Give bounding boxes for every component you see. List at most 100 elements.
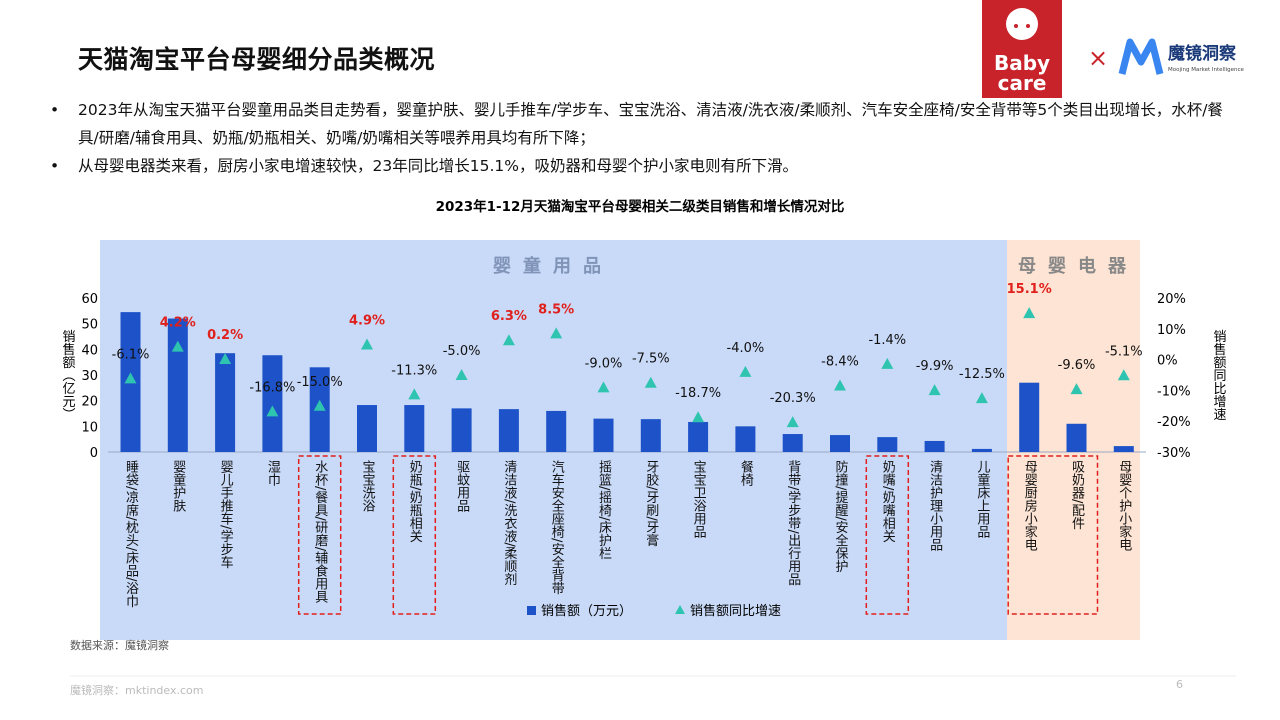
slide-title: 天猫淘宝平台母婴细分品类概况 bbox=[78, 45, 436, 74]
growth-marker bbox=[550, 327, 563, 339]
x-tick-label: 牙胶/牙刷/牙膏 bbox=[643, 460, 659, 547]
x-tick-label: 水杯/餐具/研磨/辅食用具 bbox=[312, 460, 328, 604]
data-label: 0.2% bbox=[207, 328, 243, 343]
x-tick-label: 宝宝卫浴用品 bbox=[690, 460, 706, 538]
x-tick-label: 汽车安全座椅/安全背带 bbox=[548, 460, 564, 595]
bar bbox=[830, 435, 850, 452]
bar bbox=[404, 405, 425, 452]
bar bbox=[167, 318, 188, 452]
growth-marker bbox=[1023, 307, 1036, 319]
separator: × bbox=[1088, 44, 1108, 72]
x-tick-label: 清洁护理小用品 bbox=[927, 460, 943, 551]
growth-marker bbox=[124, 372, 137, 384]
y-tick-label: 20 bbox=[81, 395, 98, 410]
data-label: -11.3% bbox=[391, 363, 437, 378]
growth-marker bbox=[644, 376, 657, 388]
y2-axis-title: 销售额同比增速 bbox=[1211, 330, 1227, 421]
x-tick-label: 婴儿手推车/学步车 bbox=[217, 460, 233, 569]
x-tick-label: 宝宝洗浴 bbox=[359, 460, 375, 512]
source: 数据来源：魔镜洞察 bbox=[70, 639, 169, 652]
bar bbox=[357, 405, 377, 452]
y-tick-label: 60 bbox=[81, 292, 98, 307]
bar bbox=[782, 434, 803, 452]
growth-marker bbox=[313, 399, 326, 411]
bar bbox=[971, 448, 992, 452]
growth-marker bbox=[1117, 369, 1130, 381]
x-tick-label: 防撞/提醒/安全保护 bbox=[832, 460, 848, 573]
y-axis-title: 销售额（亿元） bbox=[60, 330, 76, 421]
x-tick-label: 婴童护肤 bbox=[170, 460, 186, 512]
footer-site: 魔镜洞察：mktindex.com bbox=[70, 684, 204, 697]
x-tick-label: 驱蚊用品 bbox=[454, 460, 470, 512]
y2-tick-label: -10% bbox=[1157, 384, 1191, 399]
data-label: -4.0% bbox=[727, 341, 765, 356]
x-tick-label: 母婴个护小家电 bbox=[1116, 460, 1132, 551]
data-label: -16.8% bbox=[249, 380, 295, 395]
bar bbox=[546, 410, 567, 452]
x-tick-label: 奶嘴/奶嘴相关 bbox=[879, 460, 895, 543]
x-tick-label: 奶瓶/奶瓶相关 bbox=[406, 460, 422, 543]
x-tick-label: 儿童床上用品 bbox=[974, 460, 990, 538]
data-label: -15.0% bbox=[297, 375, 343, 390]
growth-marker bbox=[881, 357, 894, 369]
data-label: -9.0% bbox=[585, 356, 623, 371]
x-tick-label: 清洁液/洗衣液/柔顺剂 bbox=[501, 460, 517, 586]
bar bbox=[498, 409, 519, 452]
data-label: -6.1% bbox=[112, 347, 150, 362]
growth-marker bbox=[834, 379, 846, 391]
brand-text: care bbox=[998, 71, 1047, 95]
highlight-box bbox=[865, 455, 910, 615]
y2-tick-label: -20% bbox=[1157, 415, 1191, 430]
data-label: -1.4% bbox=[868, 333, 906, 348]
growth-marker bbox=[408, 388, 421, 400]
chart-title: 2023年1-12月天猫淘宝平台母婴相关二级类目销售和增长情况对比 bbox=[436, 198, 845, 215]
y2-tick-label: 0% bbox=[1157, 354, 1178, 369]
data-label: -12.5% bbox=[959, 367, 1005, 382]
bar bbox=[1066, 423, 1087, 452]
bullet: 从母婴电器类来看，厨房小家电增速较快，23年同比增长15.1%，吸奶器和母婴个护… bbox=[50, 152, 1225, 180]
y-tick-label: 40 bbox=[81, 343, 98, 358]
y-tick-label: 50 bbox=[81, 318, 98, 333]
data-label: 6.3% bbox=[491, 309, 527, 324]
y2-tick-label: 10% bbox=[1157, 323, 1186, 338]
company-name-en: Moojing Market Intelligence bbox=[1168, 67, 1245, 73]
growth-marker bbox=[171, 340, 184, 352]
bar bbox=[593, 418, 614, 452]
x-tick-label: 摇篮/摇椅/床护栏 bbox=[596, 460, 611, 560]
data-label: 4.2% bbox=[160, 316, 196, 331]
y-tick-label: 10 bbox=[81, 420, 98, 435]
data-label: -7.5% bbox=[632, 352, 670, 367]
data-label: -9.6% bbox=[1058, 358, 1096, 373]
section-label: 婴童用品 bbox=[493, 255, 613, 277]
y-tick-label: 0 bbox=[90, 446, 98, 461]
bar bbox=[1019, 382, 1040, 452]
data-label: -5.0% bbox=[443, 344, 481, 359]
growth-marker bbox=[975, 392, 988, 404]
legend-swatch bbox=[527, 606, 536, 615]
growth-marker bbox=[361, 338, 373, 350]
logo-icon bbox=[1014, 24, 1018, 28]
x-tick-label: 湿巾 bbox=[264, 460, 280, 486]
bar bbox=[215, 353, 236, 452]
legend-swatch bbox=[675, 605, 685, 614]
bar bbox=[640, 419, 661, 452]
growth-marker bbox=[786, 416, 799, 428]
x-tick-label: 睡袋/凉席/枕头/床品/浴巾 bbox=[123, 460, 138, 608]
bar bbox=[735, 426, 756, 452]
data-label: -9.9% bbox=[916, 359, 954, 374]
legend-label: 销售额同比增速 bbox=[690, 603, 781, 619]
x-tick-label: 母婴厨房小家电 bbox=[1021, 460, 1037, 551]
data-label: 4.9% bbox=[349, 314, 385, 329]
highlight-box bbox=[392, 455, 437, 615]
bar bbox=[451, 408, 472, 452]
growth-marker bbox=[739, 365, 752, 377]
bar bbox=[688, 421, 709, 452]
growth-marker bbox=[597, 381, 610, 393]
x-tick-label: 餐椅 bbox=[737, 460, 753, 486]
data-label: -5.1% bbox=[1105, 344, 1143, 359]
y-tick-label: 30 bbox=[81, 369, 98, 384]
bullets: 2023年从淘宝天猫平台婴童用品类目走势看，婴童护肤、婴儿手推车/学步车、宝宝洗… bbox=[50, 96, 1225, 180]
x-tick-label: 背带/学步带/出行用品 bbox=[785, 460, 801, 586]
